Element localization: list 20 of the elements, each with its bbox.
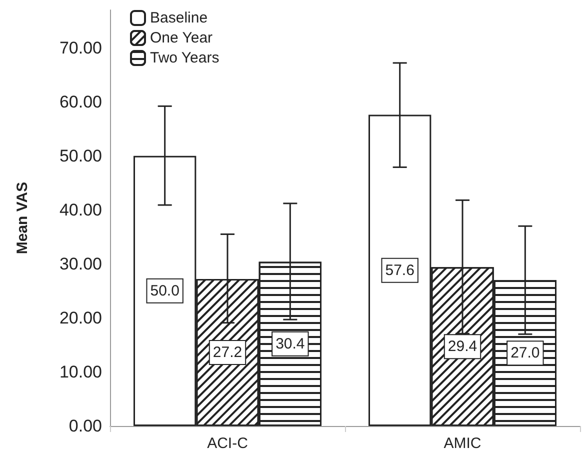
y-tick-label: 50.00 [59,146,102,166]
y-tick-label: 10.00 [59,362,102,382]
data-label: 29.4 [448,338,478,356]
legend-label: One Year [150,30,213,46]
data-label: 50.0 [150,282,180,300]
y-tick-label: 40.00 [59,200,102,220]
x-tick-label: AMIC [444,435,482,452]
data-label: 27.2 [212,344,242,362]
data-label: 27.0 [510,344,540,362]
y-tick-label: 60.00 [59,92,102,112]
data-label: 30.4 [276,335,305,352]
y-tick-label: 30.00 [59,254,102,274]
y-tick-label: 20.00 [59,308,102,328]
data-label: 57.6 [385,262,414,279]
y-axis-title: Mean VAS [14,182,31,254]
x-tick-label: ACI-C [207,435,248,452]
legend-label: Baseline [150,10,208,26]
legend-label: Two Years [150,50,220,66]
y-tick-label: 70.00 [59,38,102,58]
y-tick-label: 0.00 [68,416,102,436]
